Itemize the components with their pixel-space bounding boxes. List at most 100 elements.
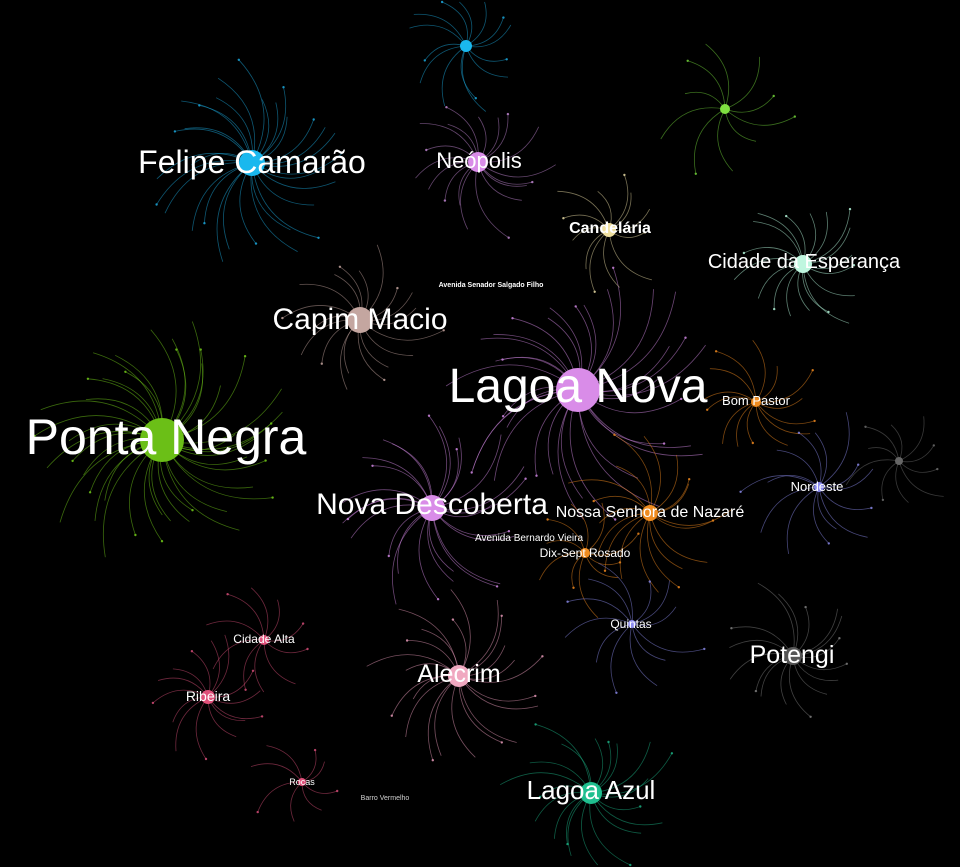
edge xyxy=(598,562,633,625)
edge xyxy=(596,623,633,663)
edge xyxy=(895,460,909,503)
leaf-node xyxy=(639,805,642,808)
leaf-node xyxy=(425,148,428,152)
hub-node-cidade-da-esperanca[interactable] xyxy=(794,255,812,273)
edge xyxy=(564,617,633,638)
edge xyxy=(465,24,512,48)
edge xyxy=(590,753,673,795)
leaf-node xyxy=(629,863,632,867)
leaf-node xyxy=(804,605,807,609)
hub-node-top-blue[interactable] xyxy=(460,40,472,52)
leaf-node xyxy=(455,448,458,451)
edge xyxy=(619,512,651,579)
edge xyxy=(631,580,670,625)
edge xyxy=(724,108,757,142)
hub-node-dix-sept-rosado[interactable] xyxy=(580,548,590,558)
leaf-node xyxy=(124,370,127,373)
leaf-node xyxy=(827,310,830,314)
leaf-nodes-layer xyxy=(33,0,939,867)
leaf-node xyxy=(797,431,801,434)
leaf-node xyxy=(317,236,320,239)
leaf-node xyxy=(688,478,691,481)
labels-layer: Ponta Negra Lagoa Nova Felipe Camarão Ca… xyxy=(26,144,901,805)
leaf-node xyxy=(175,348,178,351)
hub-node-candelaria[interactable] xyxy=(602,223,616,237)
leaf-node xyxy=(694,172,697,175)
leaf-node xyxy=(442,329,445,332)
leaf-node xyxy=(677,586,680,589)
edge xyxy=(195,696,209,760)
edge xyxy=(813,486,830,544)
leaf-node xyxy=(445,106,448,109)
hub-node-bom-pastor[interactable] xyxy=(751,397,761,407)
hub-node-nossa-senhora-de-nazare[interactable] xyxy=(642,505,658,521)
hub-node-ponta-negra[interactable] xyxy=(140,418,184,462)
leaf-node xyxy=(198,104,201,107)
leaf-node xyxy=(282,86,285,89)
hub-node-ribeira[interactable] xyxy=(201,690,215,704)
leaf-node xyxy=(88,491,92,494)
leaf-node xyxy=(226,593,229,596)
hub-node-felipe-camarao[interactable] xyxy=(239,150,265,176)
leaf-node xyxy=(809,715,812,718)
leaf-node xyxy=(501,358,504,361)
leaf-node xyxy=(686,59,689,62)
edge xyxy=(868,447,900,462)
leaf-node xyxy=(313,748,317,752)
edge xyxy=(798,432,822,488)
leaf-node xyxy=(566,842,569,846)
edge xyxy=(898,460,938,473)
label-lagoa-azul: Lagoa Azul xyxy=(527,775,656,805)
hub-node-capim-macio[interactable] xyxy=(347,307,373,333)
edge xyxy=(818,486,872,510)
edge xyxy=(724,108,795,126)
leaf-node xyxy=(572,586,575,589)
leaf-node xyxy=(562,217,565,220)
hub-node-alecrim[interactable] xyxy=(448,665,470,687)
leaf-node xyxy=(502,16,505,19)
leaf-node xyxy=(244,688,247,691)
leaf-node xyxy=(637,532,640,535)
edge xyxy=(757,582,795,657)
edge xyxy=(700,391,757,403)
leaf-node xyxy=(541,655,544,658)
hub-node-nova-descoberta[interactable] xyxy=(419,495,445,521)
hub-node-cidade-alta[interactable] xyxy=(259,635,269,645)
hub-node-lagoa-nova[interactable] xyxy=(556,368,600,412)
label-nova-descoberta: Nova Descoberta xyxy=(316,488,548,521)
edge xyxy=(631,623,705,653)
leaf-node xyxy=(134,533,137,537)
leaf-node xyxy=(754,689,758,693)
hub-node-quintas[interactable] xyxy=(628,620,636,628)
leaf-node xyxy=(574,305,577,308)
hub-node-lagoa-azul[interactable] xyxy=(580,782,602,804)
hub-node-rocas[interactable] xyxy=(298,778,306,786)
edge xyxy=(760,486,820,533)
edge xyxy=(175,696,209,752)
hub-node-neopolis[interactable] xyxy=(468,152,488,172)
hub-node-potengi[interactable] xyxy=(784,647,802,665)
leaf-node xyxy=(281,316,284,320)
edge xyxy=(366,654,460,677)
leaf-node xyxy=(71,459,74,463)
leaf-node xyxy=(443,199,447,202)
label-nossa-senhora-de-nazare: Nossa Senhora de Nazaré xyxy=(556,504,745,521)
edge xyxy=(539,552,586,581)
leaf-node xyxy=(870,506,873,510)
edge xyxy=(818,468,874,490)
hub-node-right-gray[interactable] xyxy=(895,457,903,465)
leaf-node xyxy=(524,477,527,480)
leaf-node xyxy=(603,569,607,572)
edge xyxy=(736,401,757,447)
label-neopolis: Neópolis xyxy=(436,148,522,173)
edge xyxy=(755,401,811,435)
edge xyxy=(639,512,659,593)
edge xyxy=(441,45,467,107)
leaf-node xyxy=(306,647,309,651)
leaf-node xyxy=(33,434,36,438)
leaf-node xyxy=(793,115,796,118)
hub-node-top-green[interactable] xyxy=(720,104,730,114)
edge xyxy=(649,512,708,563)
hub-node-nordeste[interactable] xyxy=(814,482,824,492)
edge xyxy=(207,634,230,698)
